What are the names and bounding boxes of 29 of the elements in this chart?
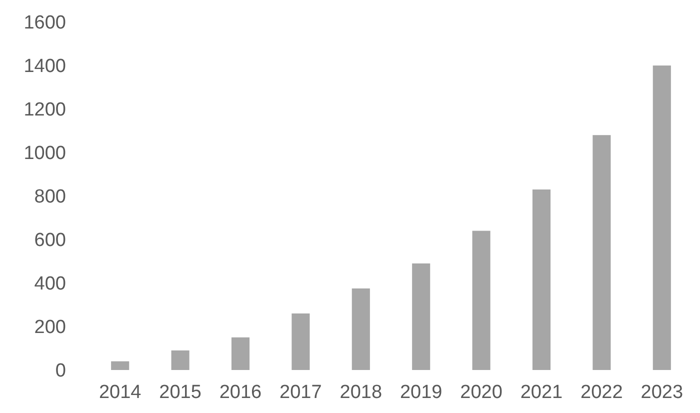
y-tick-label: 1600 <box>24 12 66 34</box>
x-tick-label: 2018 <box>340 382 382 403</box>
bar <box>412 263 430 370</box>
x-tick-label: 2019 <box>400 382 442 403</box>
y-tick-label: 1200 <box>24 100 66 121</box>
bar <box>231 337 250 370</box>
x-tick-label: 2023 <box>640 382 684 403</box>
x-tick-label: 2021 <box>520 382 563 403</box>
bar <box>111 361 130 370</box>
bar <box>292 313 310 370</box>
x-tick-label: 2020 <box>460 382 502 403</box>
y-tick-label: 200 <box>34 317 66 338</box>
bar <box>592 135 611 370</box>
bar <box>472 230 490 370</box>
y-tick-label: 1000 <box>24 143 66 164</box>
bar <box>532 189 551 370</box>
y-tick-label: 400 <box>34 274 66 295</box>
x-tick-label: 2014 <box>98 382 142 403</box>
bar <box>352 288 370 370</box>
bar <box>652 66 671 370</box>
x-tick-label: 2017 <box>280 382 322 403</box>
x-tick-label: 2016 <box>219 382 262 403</box>
y-tick-label: 600 <box>34 230 66 252</box>
y-tick-label: 800 <box>34 186 66 208</box>
x-tick-label: 2022 <box>580 382 623 403</box>
y-tick-label: 0 <box>55 360 66 382</box>
x-tick-label: 2015 <box>159 382 202 403</box>
bar <box>171 350 190 370</box>
y-tick-label: 1400 <box>24 56 66 78</box>
